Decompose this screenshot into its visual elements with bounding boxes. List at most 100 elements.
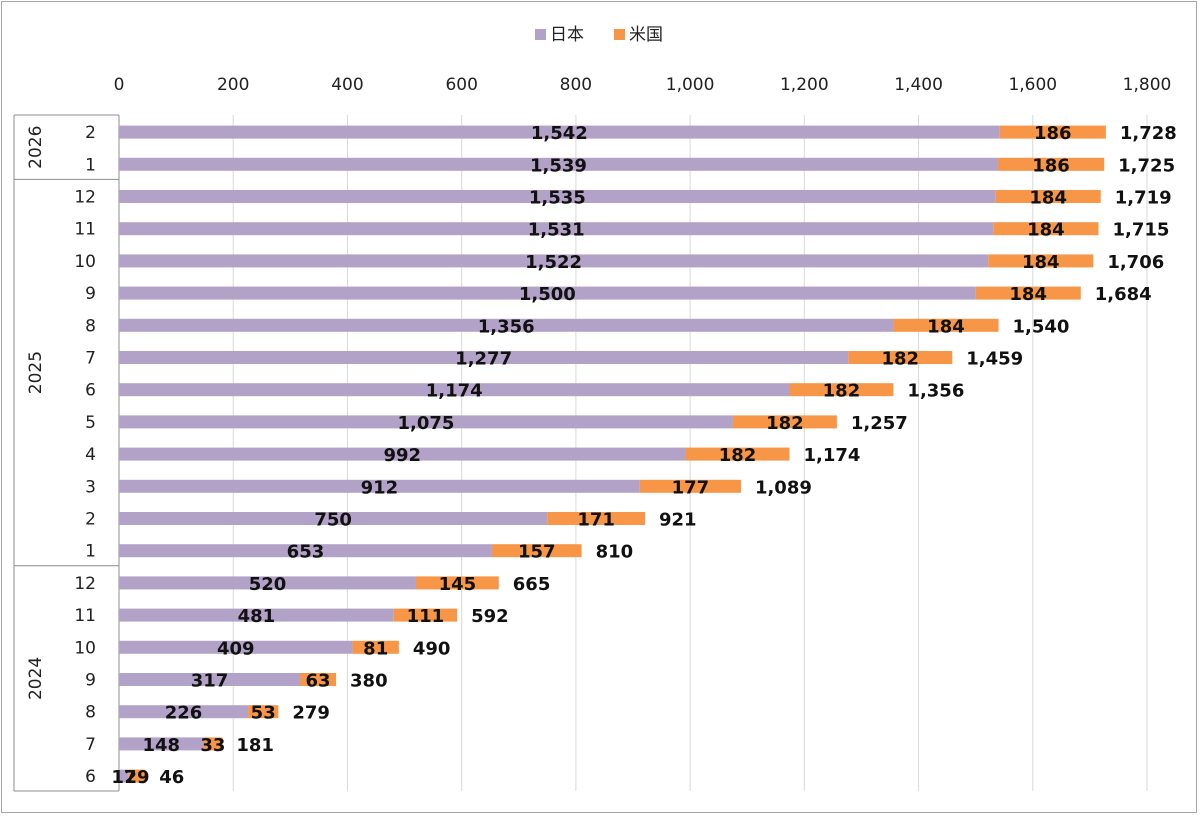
data-label-total: 1,089 xyxy=(755,477,812,498)
month-label: 2 xyxy=(85,123,96,143)
data-label-us: 157 xyxy=(518,542,556,563)
bar-us xyxy=(848,351,953,364)
legend-label-japan: 日本 xyxy=(550,25,584,45)
x-tick-label: 1,200 xyxy=(780,75,829,95)
month-label: 11 xyxy=(74,220,96,240)
data-label-total: 1,540 xyxy=(1013,316,1070,337)
bar-japan xyxy=(119,351,849,364)
bar-us xyxy=(415,576,499,590)
bar-us xyxy=(248,705,279,719)
x-tick-label: 800 xyxy=(560,75,592,95)
bar-japan xyxy=(119,157,998,171)
data-label-japan: 992 xyxy=(383,445,421,466)
data-label-japan: 520 xyxy=(249,574,287,595)
bar-japan xyxy=(119,705,249,719)
data-label-us: 145 xyxy=(439,574,477,595)
data-label-japan: 1,522 xyxy=(525,252,582,273)
bar-us xyxy=(393,608,458,622)
data-label-us: 186 xyxy=(1032,155,1070,176)
bar-japan xyxy=(119,608,394,622)
x-tick-label: 1,000 xyxy=(666,75,715,95)
year-label: 2025 xyxy=(26,351,46,394)
data-label-total: 380 xyxy=(350,671,388,692)
bar-us xyxy=(685,447,790,461)
data-label-total: 1,719 xyxy=(1115,188,1172,209)
bar-japan xyxy=(119,415,733,429)
bar-japan xyxy=(119,737,204,751)
month-label: 7 xyxy=(85,349,96,369)
bar-japan xyxy=(119,383,790,397)
bar-japan xyxy=(119,222,994,236)
data-label-total: 1,725 xyxy=(1118,155,1175,176)
month-label: 10 xyxy=(74,252,96,272)
data-label-japan: 1,539 xyxy=(530,155,587,176)
bar-us xyxy=(988,254,1094,268)
x-tick-label: 600 xyxy=(445,75,477,95)
data-label-us: 184 xyxy=(1027,220,1065,241)
data-label-japan: 653 xyxy=(287,542,325,563)
month-label: 1 xyxy=(85,542,96,562)
data-label-japan: 148 xyxy=(142,735,180,756)
bar-us xyxy=(975,286,1081,300)
month-label: 11 xyxy=(74,606,96,626)
data-label-total: 279 xyxy=(292,703,330,724)
month-label: 7 xyxy=(85,735,96,755)
data-label-us: 111 xyxy=(407,606,445,627)
data-label-japan: 17 xyxy=(111,767,136,788)
month-label: 3 xyxy=(85,477,96,497)
bar-us xyxy=(893,318,999,332)
data-label-japan: 912 xyxy=(361,477,399,498)
category-axis: 2026 2025 2024 2 1 12 11 10 9 8 7 6 5 4 3 2 1 12 11 10 9 8 7 6 xyxy=(13,114,119,792)
data-labels: 1,542 186 1,728 1,539 186 1,725 1,535 184 1,719 1… xyxy=(111,123,1176,788)
data-label-total: 1,684 xyxy=(1095,284,1152,305)
bar-japan xyxy=(119,254,989,268)
data-label-total: 665 xyxy=(513,574,551,595)
x-tick-label: 200 xyxy=(217,75,249,95)
month-label: 9 xyxy=(85,284,96,304)
data-label-japan: 750 xyxy=(314,510,352,531)
data-label-us: 29 xyxy=(124,767,149,788)
x-tick-label: 400 xyxy=(331,75,363,95)
data-label-us: 184 xyxy=(1022,252,1060,273)
data-label-us: 182 xyxy=(823,381,861,402)
data-label-us: 63 xyxy=(306,671,331,692)
bar-us xyxy=(999,125,1106,139)
data-label-us: 184 xyxy=(927,316,965,337)
bar-us xyxy=(128,769,146,783)
data-label-us: 171 xyxy=(577,510,615,531)
data-label-us: 177 xyxy=(672,477,710,498)
data-label-japan: 481 xyxy=(238,606,276,627)
data-label-total: 921 xyxy=(659,510,697,531)
data-label-us: 182 xyxy=(766,413,804,434)
x-tick-label: 0 xyxy=(114,75,125,95)
data-label-total: 46 xyxy=(159,767,184,788)
bar-us xyxy=(300,673,337,686)
x-tick-label: 1,600 xyxy=(1008,75,1057,95)
data-label-total: 181 xyxy=(236,735,274,756)
data-label-total: 1,356 xyxy=(907,381,964,402)
data-label-japan: 1,542 xyxy=(531,123,588,144)
month-label: 1 xyxy=(85,155,96,175)
data-label-us: 184 xyxy=(1009,284,1047,305)
month-label: 8 xyxy=(85,316,96,336)
data-label-us: 53 xyxy=(251,703,276,724)
data-label-us: 81 xyxy=(363,638,388,659)
x-tick-label: 1,400 xyxy=(894,75,943,95)
month-label: 12 xyxy=(74,188,96,208)
bar-us xyxy=(997,157,1105,171)
data-label-japan: 317 xyxy=(191,671,229,692)
bar-japan xyxy=(119,479,640,493)
data-label-us: 33 xyxy=(200,735,225,756)
bar-japan xyxy=(119,673,301,686)
bar-japan xyxy=(119,286,976,300)
data-label-total: 1,706 xyxy=(1107,252,1164,273)
bar-us xyxy=(352,640,399,654)
month-label: 8 xyxy=(85,703,96,723)
bar-us xyxy=(732,415,837,429)
data-label-japan: 1,277 xyxy=(455,349,512,370)
data-label-japan: 1,535 xyxy=(529,188,586,209)
data-label-total: 1,728 xyxy=(1120,123,1177,144)
data-label-total: 1,459 xyxy=(966,349,1023,370)
